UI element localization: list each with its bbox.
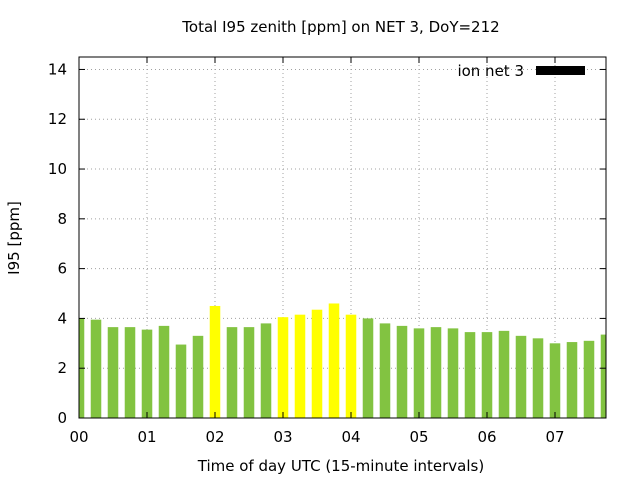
x-tick-label: 01	[137, 428, 156, 446]
legend: ion net 3	[457, 62, 585, 80]
y-axis-label: I95 [ppm]	[5, 201, 23, 275]
x-tick-label: 07	[545, 428, 564, 446]
x-tick-label: 06	[477, 428, 496, 446]
plot-frame	[78, 56, 607, 419]
y-tick-label: 8	[57, 210, 67, 228]
bar	[566, 342, 578, 418]
bar	[243, 327, 255, 418]
bar	[583, 340, 595, 418]
axis-ticks	[78, 57, 606, 419]
x-tick-label: 05	[409, 428, 428, 446]
bar	[464, 332, 476, 418]
bar	[209, 305, 221, 418]
bars	[79, 303, 606, 418]
bar	[107, 327, 119, 418]
bar	[328, 303, 340, 418]
bar	[141, 329, 153, 418]
plot-border	[78, 56, 607, 419]
x-tick-label: 00	[69, 428, 88, 446]
legend-label: ion net 3	[457, 62, 524, 80]
bar	[345, 314, 357, 418]
bar	[498, 330, 510, 418]
bar	[277, 317, 289, 418]
bar	[549, 343, 561, 418]
bar	[515, 335, 527, 418]
bar	[192, 335, 204, 418]
y-tick-label: 14	[48, 60, 67, 78]
bar	[532, 338, 544, 418]
bar	[158, 325, 170, 418]
bar	[379, 323, 391, 418]
bar	[175, 344, 187, 418]
x-tick-label: 02	[205, 428, 224, 446]
x-axis-label: Time of day UTC (15-minute intervals)	[197, 457, 484, 475]
bar	[362, 318, 374, 418]
y-tick-label: 6	[57, 260, 67, 278]
y-tick-label: 10	[48, 160, 67, 178]
x-tick-label: 04	[341, 428, 360, 446]
bar	[481, 332, 493, 418]
legend-swatch	[536, 66, 585, 75]
y-tick-label: 4	[57, 309, 67, 327]
bar	[226, 327, 238, 418]
y-tick-label: 12	[48, 110, 67, 128]
grid-lines	[79, 57, 606, 418]
bar	[90, 319, 102, 418]
bar	[124, 327, 136, 418]
bar	[260, 323, 272, 418]
bar	[430, 327, 442, 418]
y-tick-label: 0	[57, 409, 67, 427]
bar	[413, 328, 425, 418]
y-tick-label: 2	[57, 359, 67, 377]
bar	[600, 334, 606, 418]
bar	[311, 309, 323, 418]
chart-title: Total I95 zenith [ppm] on NET 3, DoY=212	[181, 18, 499, 36]
x-tick-label: 03	[273, 428, 292, 446]
bar	[396, 325, 408, 418]
bar	[294, 314, 306, 418]
bar	[447, 328, 459, 418]
